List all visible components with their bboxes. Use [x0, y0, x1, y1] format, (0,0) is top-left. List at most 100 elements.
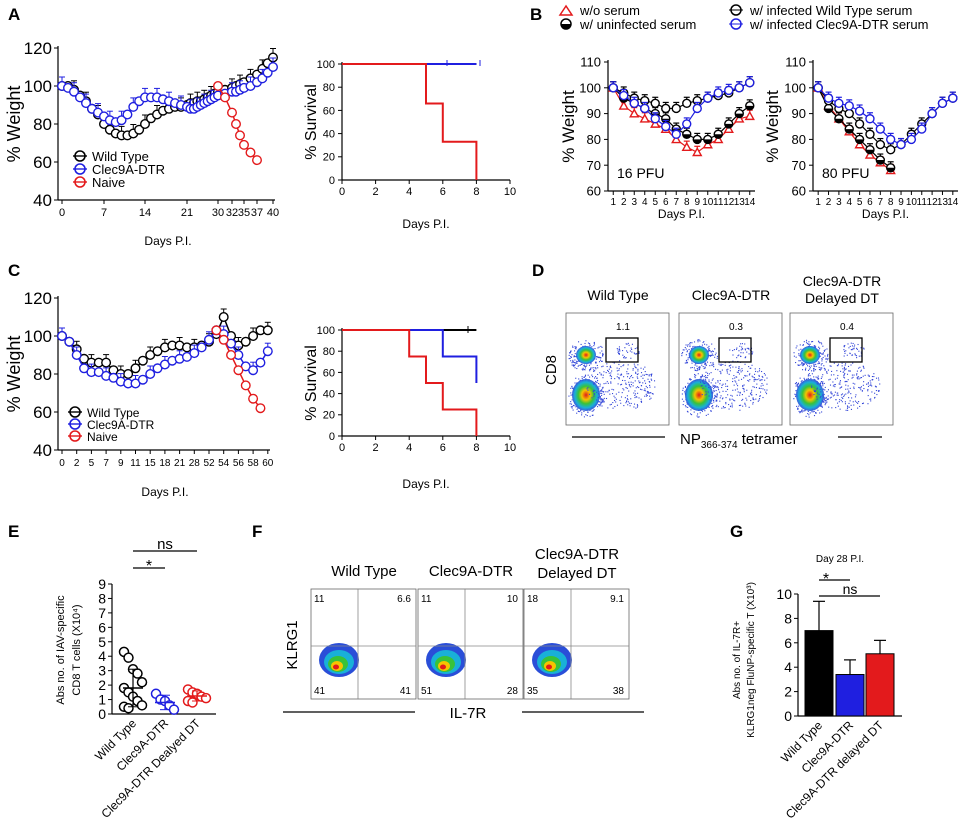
- event-dot: [819, 369, 821, 371]
- data-point: [255, 357, 266, 368]
- data-point: [671, 129, 681, 139]
- x-axis-label: Days P.I.: [402, 217, 449, 231]
- event-dot: [797, 408, 799, 410]
- data-point-fill: [824, 108, 833, 113]
- event-dot: [628, 381, 630, 383]
- event-dot: [573, 365, 575, 367]
- gate: [605, 337, 639, 363]
- event-dot: [712, 407, 714, 409]
- event-dot: [721, 398, 724, 400]
- event-dot: [593, 345, 595, 347]
- event-dot: [636, 404, 638, 406]
- y-axis-label: % Weight: [559, 90, 578, 163]
- event-dot: [834, 391, 836, 393]
- event-dot: [625, 383, 627, 385]
- event-dot: [752, 401, 754, 404]
- event-dot: [598, 356, 600, 358]
- event-dot: [714, 368, 717, 370]
- event-dot: [709, 399, 711, 401]
- event-dot: [798, 364, 800, 366]
- event-dot: [603, 393, 605, 395]
- event-dot: [685, 348, 687, 350]
- event-dot: [621, 374, 623, 376]
- event-dot: [607, 382, 609, 384]
- event-dot: [635, 396, 637, 398]
- y-tick-label: 80: [323, 346, 335, 358]
- event-dot: [734, 377, 736, 379]
- event-dot: [726, 370, 728, 372]
- event-dot: [835, 399, 837, 401]
- event-dot: [585, 378, 587, 380]
- event-dot: [858, 386, 860, 389]
- event-dot: [709, 365, 711, 367]
- data-point: [123, 652, 134, 663]
- event-dot: [724, 406, 726, 409]
- column-title: Clec9A-DTR: [429, 563, 513, 580]
- event-dot: [761, 379, 763, 381]
- gate-value: 0.4: [840, 322, 854, 333]
- event-dot: [820, 352, 822, 354]
- event-dot: [851, 354, 854, 356]
- event-dot: [807, 369, 810, 371]
- event-dot: [587, 374, 589, 376]
- event-dot: [648, 392, 650, 394]
- event-dot: [701, 385, 703, 387]
- event-dot: [697, 373, 699, 375]
- event-dot: [640, 400, 643, 402]
- event-dot: [636, 406, 639, 408]
- event-dot: [821, 360, 823, 362]
- event-dot: [708, 406, 710, 408]
- event-dot: [846, 373, 849, 375]
- event-dot: [712, 362, 714, 364]
- event-dot: [758, 370, 761, 372]
- event-dot: [827, 369, 829, 371]
- event-dot: [719, 391, 721, 393]
- event-dot: [741, 394, 743, 396]
- event-dot: [624, 347, 626, 349]
- event-dot: [654, 386, 656, 388]
- x-tick-label: 7: [103, 458, 109, 469]
- event-dot: [623, 376, 625, 378]
- x-tick-label: 5: [89, 458, 95, 469]
- event-dot: [644, 366, 646, 368]
- event-dot: [573, 356, 575, 358]
- event-dot: [694, 364, 696, 366]
- event-dot: [731, 395, 733, 397]
- event-dot: [849, 353, 851, 355]
- event-dot: [796, 345, 798, 347]
- event-dot: [581, 376, 583, 378]
- quadrant-value: 51: [421, 686, 433, 697]
- x-axis-label: Days P.I.: [862, 207, 909, 221]
- x-tick-label: 2: [373, 186, 379, 198]
- event-dot: [615, 393, 617, 395]
- event-dot: [741, 368, 743, 370]
- event-dot: [826, 391, 828, 393]
- event-dot: [793, 355, 795, 357]
- event-dot: [800, 381, 802, 383]
- event-dot: [685, 354, 687, 356]
- event-dot: [575, 406, 577, 408]
- y-tick-label: 100: [579, 80, 601, 95]
- event-dot: [860, 386, 862, 388]
- event-dot: [848, 370, 850, 372]
- event-dot: [704, 410, 706, 412]
- event-dot: [806, 378, 808, 380]
- event-dot: [809, 368, 811, 370]
- event-dot: [867, 388, 869, 391]
- event-dot: [636, 353, 638, 355]
- event-dot: [712, 392, 714, 394]
- event-dot: [863, 381, 865, 383]
- event-dot: [624, 357, 626, 359]
- event-dot: [622, 379, 624, 382]
- event-dot: [592, 410, 594, 412]
- event-dot: [863, 347, 865, 349]
- event-dot: [824, 404, 826, 406]
- event-dot: [837, 394, 839, 396]
- event-dot: [618, 351, 620, 353]
- event-dot: [696, 370, 698, 372]
- event-dot: [691, 362, 693, 364]
- event-dot: [721, 384, 723, 386]
- event-dot: [844, 364, 846, 366]
- y-tick-label: 40: [323, 388, 335, 400]
